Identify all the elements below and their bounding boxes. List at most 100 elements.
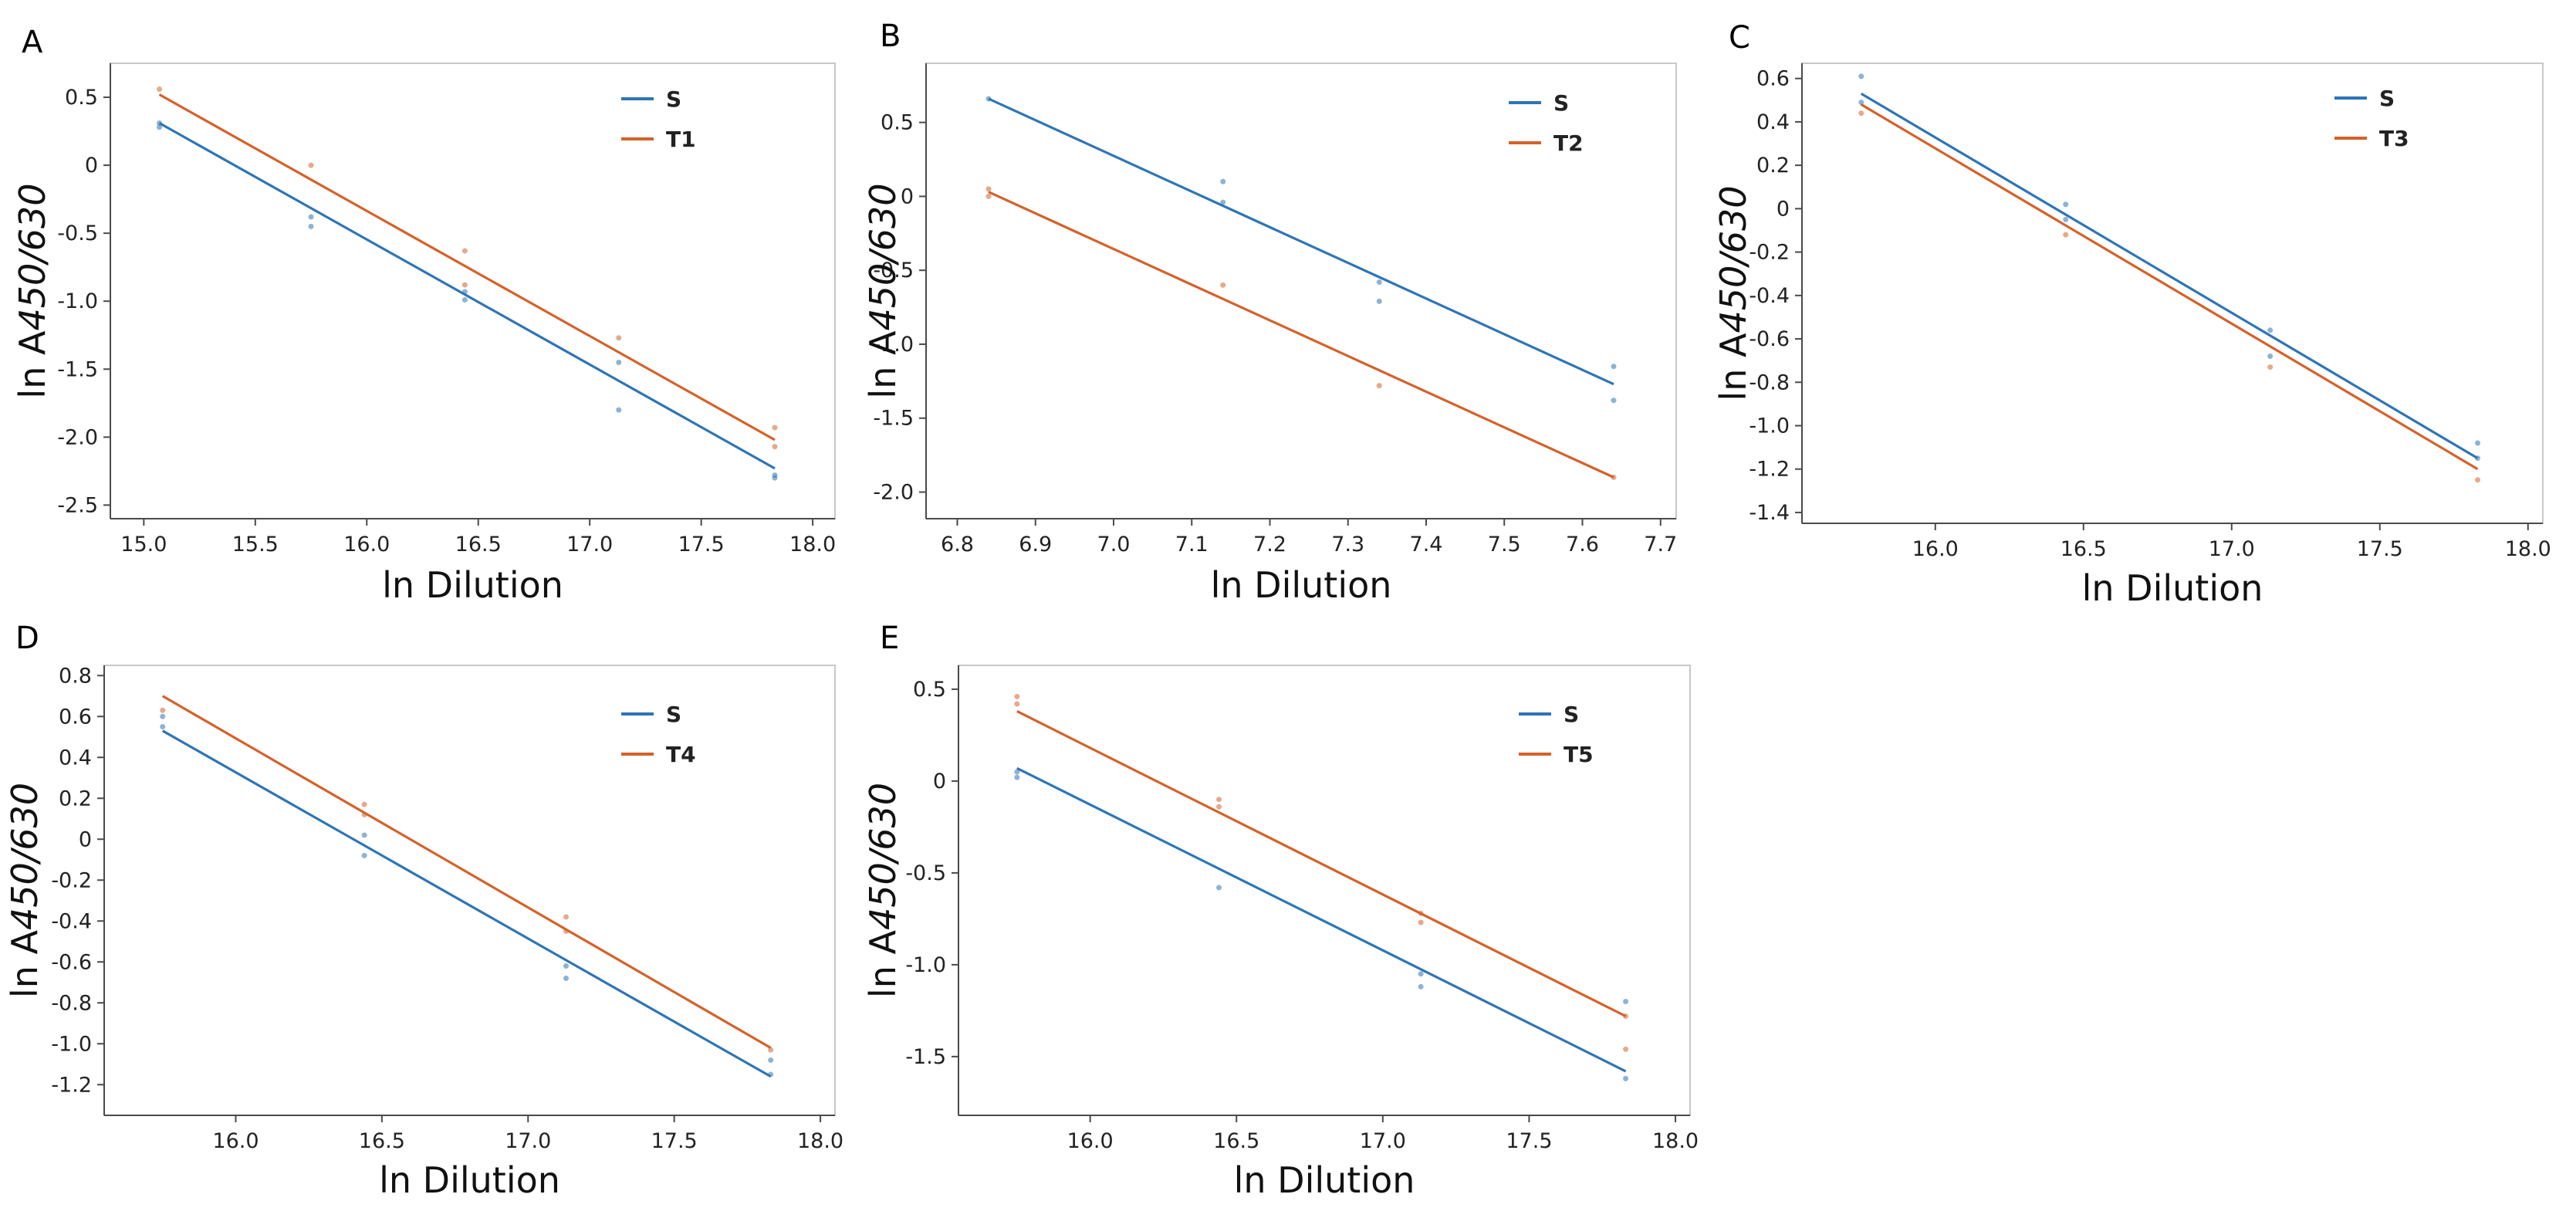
data-point-s: [1858, 100, 1864, 106]
y-tick-label: -1.0: [905, 953, 946, 977]
data-point-t2: [985, 186, 992, 192]
data-point-s: [1376, 298, 1382, 304]
y-axis-label-prefix: ln A: [12, 330, 53, 399]
x-tick-label: 15.5: [232, 533, 279, 557]
y-tick-label: 0.4: [1756, 110, 1790, 134]
y-axis-label-prefix: ln A: [862, 330, 904, 399]
y-axis-label: ln A450/630: [862, 183, 904, 398]
data-point-s: [1220, 178, 1226, 184]
data-point-t1: [616, 335, 622, 341]
y-tick-label: -1.5: [873, 407, 914, 431]
data-point-s: [1220, 199, 1226, 205]
y-tick-label: -1.0: [1749, 414, 1790, 438]
data-point-s: [1418, 971, 1424, 977]
data-point-s: [1611, 364, 1617, 370]
data-point-s: [1014, 769, 1020, 775]
plot-frame: [110, 63, 836, 519]
y-tick-label: -1.0: [57, 289, 98, 313]
data-point-t2: [1611, 474, 1617, 480]
legend-label-s: S: [666, 86, 681, 112]
y-tick-label: 0: [85, 154, 98, 178]
data-point-s: [1014, 774, 1020, 780]
panel-letter: C: [1729, 20, 1750, 56]
series-line-s: [158, 122, 776, 470]
data-point-t5: [1014, 701, 1020, 707]
data-point-t5: [1418, 919, 1424, 925]
data-point-s: [2063, 201, 2069, 208]
x-tick-label: 6.8: [941, 533, 974, 557]
panel-e: E 16.0 16.5 17.0 17.5 18.0 0.5 0 -0.5 -1.0 -1.5 ln …: [862, 621, 1699, 1201]
data-point-t4: [563, 914, 570, 920]
legend-label-s: S: [1553, 90, 1569, 116]
x-tick-label: 16.5: [455, 533, 502, 557]
y-tick-label: -1.4: [1749, 501, 1790, 525]
x-tick-label: 16.0: [1067, 1129, 1114, 1153]
legend-label-t2: T2: [1553, 130, 1584, 156]
legend: S T3: [2334, 86, 2409, 151]
series-line-s: [161, 729, 772, 1078]
data-point-s: [157, 124, 163, 130]
series-line-t2: [988, 191, 1614, 479]
legend-label-t4: T4: [666, 742, 696, 767]
panel-c: C 16.0 16.5 17.0 17.5 18.0 0.6 0.4 0.2 0 -0.2 -0.4 -…: [1712, 20, 2551, 609]
x-tick-label: 18.0: [2505, 537, 2551, 561]
data-point-s: [985, 96, 992, 102]
data-point-s: [157, 120, 163, 126]
data-point-s: [461, 296, 468, 303]
y-tick-label: -1.5: [57, 357, 98, 381]
y-tick-label: -0.6: [1749, 327, 1790, 351]
y-tick-label: 0: [79, 827, 92, 851]
data-point-s: [2267, 327, 2273, 333]
y-tick-label: -0.4: [1749, 284, 1790, 308]
x-tick-label: 17.5: [651, 1129, 698, 1153]
data-point-s: [768, 1071, 774, 1078]
y-tick-label: 0.5: [881, 111, 914, 135]
x-tick-label: 7.6: [1566, 533, 1599, 557]
data-point-t4: [361, 801, 367, 807]
y-tick-label: -1.0: [51, 1032, 92, 1056]
y-tick-label: 0: [1776, 197, 1790, 221]
y-tick-label: -0.4: [51, 909, 92, 933]
legend: S T1: [621, 86, 696, 152]
data-point-t5: [1215, 797, 1222, 803]
y-tick-label: -1.2: [51, 1073, 92, 1097]
y-axis-label-prefix: ln A: [862, 930, 904, 999]
panel-letter: D: [15, 621, 39, 656]
x-tick-label: 18.0: [789, 533, 836, 557]
y-tick-label: -2.0: [873, 481, 914, 505]
data-point-s: [768, 1057, 774, 1063]
x-tick-label: 18.0: [797, 1129, 843, 1153]
x-axis-label: ln Dilution: [2082, 567, 2263, 609]
data-point-s: [461, 289, 468, 295]
y-tick-label: -2.5: [57, 493, 98, 517]
data-point-s: [1611, 398, 1617, 404]
y-tick-label: -0.6: [51, 950, 92, 974]
x-tick-label: 18.0: [1652, 1129, 1699, 1153]
y-axis-label-subscript: 450/630: [862, 183, 904, 330]
data-point-t1: [157, 86, 163, 92]
x-tick-label: 16.0: [343, 533, 390, 557]
y-tick-label: 0.6: [1756, 67, 1790, 91]
x-axis-label: ln Dilution: [1211, 564, 1392, 606]
y-tick-label: 0.5: [913, 678, 946, 702]
x-tick-label: 17.0: [1360, 1129, 1406, 1153]
legend-label-s: S: [1564, 702, 1579, 727]
y-tick-label: 0.6: [59, 705, 92, 729]
data-point-t3: [1858, 110, 1864, 117]
y-axis-label: ln A450/630: [862, 783, 904, 998]
x-tick-label: 17.5: [678, 533, 725, 557]
data-point-t3: [2475, 477, 2481, 483]
data-point-t5: [1215, 804, 1222, 810]
legend-label-t5: T5: [1564, 742, 1594, 767]
y-axis-label: ln A450/630: [1712, 185, 1754, 401]
x-tick-label: 7.1: [1175, 533, 1209, 557]
y-tick-label: 0.4: [59, 746, 92, 770]
data-point-s: [563, 963, 570, 969]
y-tick-label: -0.5: [905, 861, 946, 885]
y-axis-label-prefix: ln A: [1712, 333, 1754, 401]
panel-b: B 6.8 6.9 7.0 7.1 7.2 7.3 7.4 7.5 7.6 7.7 0.5 0 -0.5 -…: [862, 19, 1677, 606]
data-point-s: [2267, 354, 2273, 360]
data-point-s: [2063, 216, 2069, 222]
series-line-s: [1016, 766, 1627, 1073]
